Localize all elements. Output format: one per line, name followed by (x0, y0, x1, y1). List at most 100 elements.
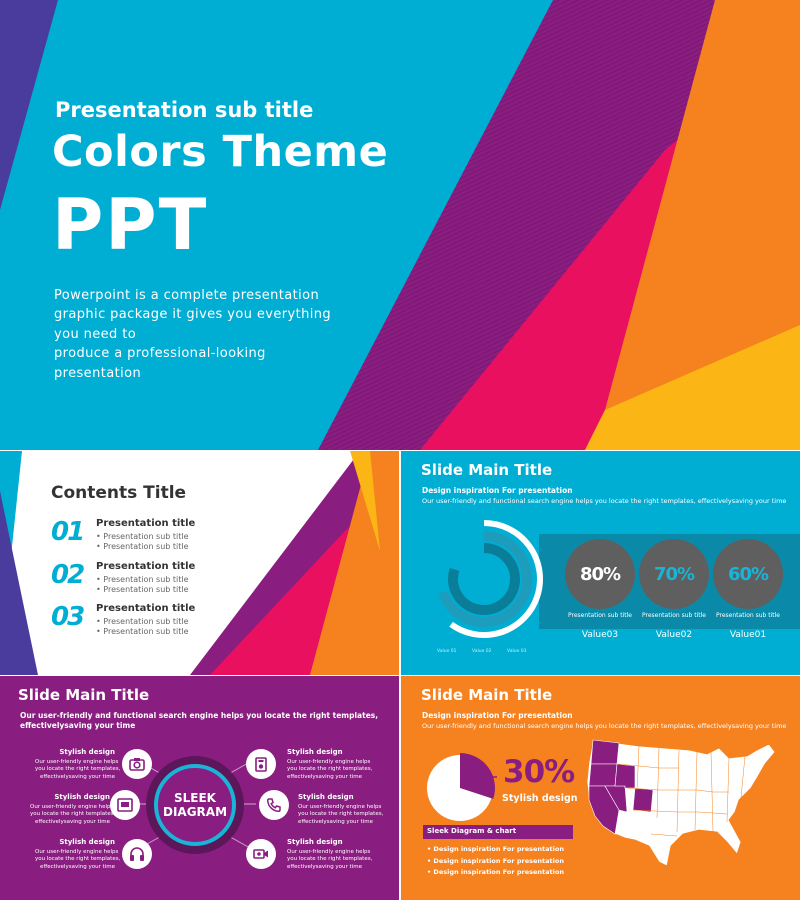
percent-circle: 80% (565, 539, 635, 609)
item-bullets: Presentation sub title Presentation sub … (96, 617, 188, 637)
percent-value: 80% (579, 563, 621, 585)
diagram-item: Stylish design Our user-friendly engine … (287, 748, 372, 781)
item-body-line: effectivelysaving your time (287, 863, 362, 870)
item-body-line: effectivelysaving your time (287, 773, 362, 780)
hero-description-line: you need to (54, 326, 137, 342)
hero-description-line: produce a professional-looking (54, 346, 266, 362)
item-body-line: Our user-friendly engine helps (35, 759, 119, 765)
item-body-line: Our user-friendly engine helps (30, 804, 114, 810)
map-state-borders (616, 745, 746, 837)
hero-background (0, 0, 800, 450)
item-bullets: Presentation sub title Presentation sub … (96, 575, 188, 595)
item-heading: Stylish design (287, 748, 343, 756)
phone-icon[interactable] (259, 790, 289, 820)
item-title: Presentation title (96, 603, 196, 614)
item-body: Our user-friendly engine helps you locat… (35, 759, 121, 781)
item-body: Our user-friendly engine helps you locat… (35, 849, 120, 871)
diagram-item: Stylish design Our user-friendly engine … (35, 838, 120, 871)
item-body: Our user-friendly engine helps you locat… (30, 804, 116, 826)
item-number: 01 (51, 517, 85, 547)
item-body: Our user-friendly engine helps you locat… (298, 804, 383, 826)
hero-slide[interactable]: Presentation sub title Colors Theme PPT … (0, 0, 800, 450)
percent-caption: Value03 (581, 630, 619, 640)
item-heading: Stylish design (59, 838, 115, 846)
item-heading: Stylish design (298, 793, 354, 801)
item-bullet: Presentation sub title (96, 542, 188, 552)
contents-item[interactable]: 02 Presentation title Presentation sub t… (51, 560, 211, 602)
chart-slide[interactable]: Slide Main Title Design inspiration For … (401, 451, 800, 675)
section-bar-label: Sleek Diagram & chart (427, 827, 517, 835)
contents-slide[interactable]: Contents Title 01 Presentation title Pre… (0, 451, 399, 675)
item-bullets: Presentation sub title Presentation sub … (96, 532, 188, 552)
headphones-icon[interactable] (122, 839, 152, 869)
item-body: Our user-friendly engine helps you locat… (287, 849, 373, 871)
item-body-line: effectivelysaving your time (40, 863, 115, 870)
legend-item: Value 03 (507, 649, 527, 654)
slide-subtitle: Design inspiration For presentation (422, 486, 573, 495)
map-slide[interactable]: Slide Main Title Design inspiration For … (401, 676, 800, 900)
phone-glyph (266, 798, 281, 813)
item-bullet: Presentation sub title (96, 532, 188, 542)
item-body-line: you locate the right templates, (35, 766, 121, 773)
item-body-line: Our user-friendly engine helps (287, 849, 371, 855)
map-list-item: Design inspiration For presentation (427, 844, 564, 856)
map-state-highlight (590, 739, 620, 765)
item-heading: Stylish design (287, 838, 343, 846)
map-state-highlight (588, 763, 618, 787)
item-number: 03 (51, 602, 85, 632)
center-line: DIAGRAM (162, 805, 228, 819)
center-line: SLEEK (174, 791, 216, 805)
headphones-glyph (130, 847, 144, 861)
item-bullet: Presentation sub title (96, 575, 188, 585)
map-percent-label: Stylish design (502, 793, 578, 804)
item-number: 02 (51, 560, 85, 590)
item-body-line: Our user-friendly engine helps (287, 759, 371, 765)
percent-caption: Value01 (729, 630, 767, 640)
contents-item[interactable]: 03 Presentation title Presentation sub t… (51, 602, 211, 644)
diagram-item: Stylish design Our user-friendly engine … (35, 748, 121, 781)
item-title: Presentation title (96, 561, 196, 572)
item-body-line: you locate the right templates, (30, 811, 116, 818)
diagram-item: Stylish design Our user-friendly engine … (287, 838, 373, 871)
slide-description: Our user-friendly and functional search … (422, 722, 787, 730)
map-state-highlight (614, 763, 636, 789)
pie-slice (460, 753, 495, 799)
slide-description: Our user-friendly and functional search … (20, 711, 378, 731)
item-body-line: you locate the right templates, (287, 856, 373, 863)
video-camera-icon[interactable] (246, 839, 276, 869)
item-body-line: effectivelysaving your time (35, 818, 110, 825)
hero-description-line: graphic package it gives you everything (54, 307, 332, 323)
item-body: Our user-friendly engine helps you locat… (287, 759, 372, 781)
diagram-slide[interactable]: Slide Main Title Our user-friendly and f… (0, 676, 399, 900)
camera-glyph (129, 758, 145, 771)
item-heading: Stylish design (59, 748, 115, 756)
section-bar: Sleek Diagram & chart (423, 825, 573, 839)
percent-value: 60% (727, 563, 769, 585)
slide-title: Slide Main Title (421, 461, 553, 479)
image-icon[interactable] (110, 790, 140, 820)
percent-value: 70% (653, 563, 695, 585)
video-camera-glyph (253, 849, 268, 859)
hero-title: Colors Theme (52, 127, 389, 177)
donut-arc-value-02 (438, 531, 532, 627)
legend-item: Value 01 (437, 649, 457, 654)
item-body-line: Our user-friendly engine helps (298, 804, 382, 810)
description-line: effectivelysaving your time (20, 721, 136, 730)
percent-circle: 60% (713, 539, 783, 609)
hero-description: Powerpoint is a complete presentation gr… (54, 286, 331, 383)
contents-item[interactable]: 01 Presentation title Presentation sub t… (51, 517, 211, 559)
camera-icon[interactable] (122, 749, 152, 779)
slide-title: Slide Main Title (421, 686, 553, 704)
item-bullet: Presentation sub title (96, 627, 188, 637)
music-player-icon[interactable] (246, 749, 276, 779)
slide-description: Our user-friendly and functional search … (422, 497, 787, 505)
description-line: Our user-friendly and functional search … (20, 711, 379, 720)
donut-arc-value-03 (448, 543, 520, 615)
item-body-line: effectivelysaving your time (298, 818, 373, 825)
item-body-line: Our user-friendly engine helps (35, 849, 119, 855)
hero-description-line: Powerpoint is a complete presentation (54, 288, 320, 303)
item-body-line: effectivelysaving your time (40, 773, 115, 780)
hero-subtitle: Presentation sub title (55, 98, 314, 122)
hero-ppt-text: PPT (52, 184, 209, 266)
contents-background (0, 451, 399, 675)
